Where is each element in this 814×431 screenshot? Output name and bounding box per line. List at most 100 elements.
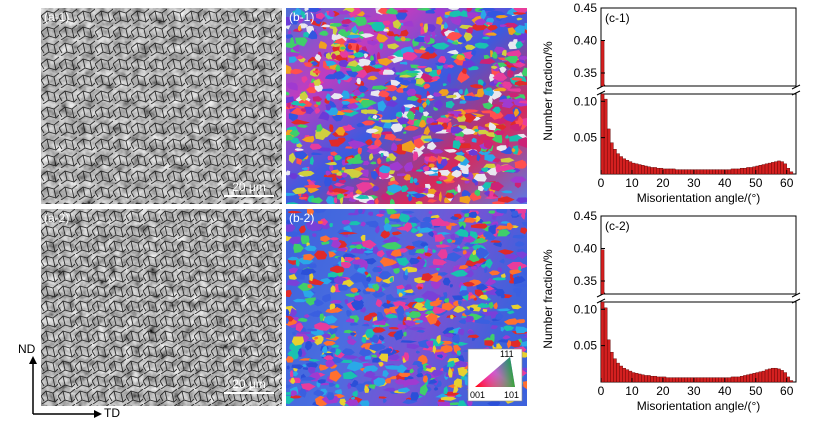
ipf-grain [376,249,385,258]
histogram-bar [746,167,750,175]
ipf-grain [413,137,425,149]
ipf-grain [426,193,435,198]
histogram-bar [606,339,611,383]
ipf-grain [290,68,303,75]
ipf-grain [409,368,415,374]
ipf-grain [443,21,449,29]
ipf-grain [304,297,316,306]
ipf-grain [517,55,527,61]
ipf-grain [323,315,338,325]
ipf-grain [343,371,358,380]
ipf-grain [328,192,342,195]
ipf-grain [307,186,319,194]
histogram-bar [600,249,605,295]
ipf-grain [337,78,342,85]
ipf-grain [511,77,523,81]
histogram-bar [641,165,645,175]
ipf-grain [491,65,498,70]
panel-label-a2: (a-2) [44,211,70,225]
ipf-grain [493,87,507,92]
ipf-grain [300,235,310,245]
axis-break-mark [596,298,606,304]
ipf-grain [444,37,448,41]
ipf-grain [447,64,455,69]
ipf-grain [378,271,393,280]
ipf-grain [372,357,381,363]
ipf-grain [290,107,307,115]
ipf-grain [301,376,317,381]
ipf-grain [361,109,379,115]
ipf-grain [382,69,395,75]
ipf-grain [358,58,372,66]
ipf-grain [514,80,527,86]
ipf-grain [404,216,421,225]
histogram-bar [696,377,701,383]
ipf-grain [385,158,391,162]
ipf-grain [389,198,395,204]
ipf-grain [381,302,395,309]
ipf-grain [454,228,469,238]
ipf-grain [330,169,340,174]
ipf-grain [405,245,416,250]
ipf-grain [388,161,404,171]
ipf-grain [408,326,427,331]
histogram-bar [647,166,651,175]
x-tick-label: 40 [718,384,732,398]
ipf-grain [287,350,302,357]
ipf-grain [429,264,445,269]
ipf-grain [452,247,464,252]
histogram-bar [603,98,608,175]
histogram-bar [634,373,639,383]
ipf-grain [400,210,415,214]
ipf-grain [370,161,377,165]
ipf-grain [350,396,356,400]
ipf-grain [325,196,334,204]
ipf-grain [288,152,296,164]
ipf-grain [349,64,364,72]
ipf-grain [349,322,359,326]
ipf-grain [409,257,420,265]
ipf-grain [403,352,410,361]
chart-title: (c-2) [605,219,630,233]
ipf-grain [515,41,524,49]
ipf-grain [365,220,379,226]
nd-arrow-icon [29,356,37,364]
ipf-grain [369,343,386,352]
ipf-grain [336,247,348,252]
ipf-grain [290,377,296,384]
ipf-grain [289,130,300,137]
ipf-grain [476,88,485,96]
ipf-grain [380,193,391,201]
ipf-grain [414,49,427,54]
ipf-grain [462,250,467,255]
ipf-grain [288,29,292,35]
ipf-grain [461,60,476,68]
ipf-grain [314,336,319,340]
ipf-grain [490,240,501,243]
ipf-grain [465,269,474,278]
ipf-grain [458,319,466,324]
ipf-grain [463,217,477,223]
ipf-grain [289,173,299,180]
y-tick-label: 0.05 [574,131,598,145]
ipf-grain [286,219,294,225]
ipf-grain [354,244,363,250]
ipf-grain [352,390,358,398]
plot-frame-upper [600,7,797,87]
ipf-grain [377,100,387,112]
ipf-grain [433,8,446,19]
ipf-grain [384,365,401,370]
histogram-bar [696,169,701,175]
ipf-grain [520,227,527,235]
ipf-grain [330,151,338,157]
ipf-grain [434,233,446,242]
ipf-grain [457,328,465,336]
ipf-grain [460,362,468,365]
ipf-grain [486,167,498,176]
ipf-grain [286,384,291,389]
histogram-bar [600,40,605,87]
ipf-grain [341,167,346,171]
td-axis-label: TD [104,406,120,420]
ipf-grain [400,340,418,343]
ipf-grain [465,315,474,323]
